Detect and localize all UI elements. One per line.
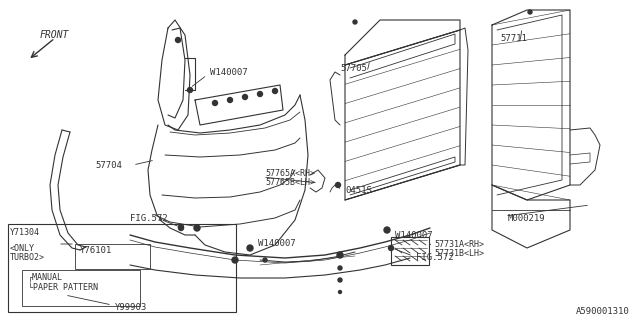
Circle shape: [194, 225, 200, 231]
Text: W140007: W140007: [395, 230, 433, 239]
Text: FIG.572: FIG.572: [416, 253, 454, 262]
Text: TURBO2>: TURBO2>: [10, 253, 45, 262]
Text: Y99903: Y99903: [115, 302, 147, 311]
Circle shape: [188, 87, 193, 92]
Bar: [75, 244, 150, 269]
Circle shape: [212, 100, 218, 106]
Circle shape: [337, 252, 343, 258]
Circle shape: [528, 10, 532, 14]
Circle shape: [388, 245, 394, 251]
Text: M000219: M000219: [508, 213, 546, 222]
Text: <ONLY: <ONLY: [10, 244, 35, 252]
Circle shape: [179, 226, 184, 230]
Text: A590001310: A590001310: [576, 308, 630, 316]
Circle shape: [353, 20, 357, 24]
Circle shape: [273, 89, 278, 93]
Circle shape: [338, 278, 342, 282]
Circle shape: [257, 92, 262, 97]
Text: FRONT: FRONT: [40, 30, 69, 40]
Text: FIG.572: FIG.572: [130, 213, 168, 222]
Text: ┌MANUAL: ┌MANUAL: [28, 272, 63, 282]
Bar: [22, 270, 140, 306]
Text: 0451S: 0451S: [345, 186, 372, 195]
Text: 57731A<RH>: 57731A<RH>: [434, 239, 484, 249]
Text: 57705: 57705: [340, 63, 367, 73]
Text: W140007: W140007: [210, 68, 248, 76]
Circle shape: [339, 291, 342, 293]
Text: Y71304: Y71304: [10, 228, 40, 236]
Bar: [8, 224, 236, 312]
Circle shape: [179, 225, 184, 229]
Text: Y76101: Y76101: [80, 245, 112, 254]
Circle shape: [227, 98, 232, 102]
Circle shape: [247, 245, 253, 251]
Text: 57704: 57704: [95, 161, 122, 170]
Text: └PAPER PATTERN: └PAPER PATTERN: [28, 284, 98, 292]
Circle shape: [335, 182, 340, 188]
Text: 57765A<RH>: 57765A<RH>: [265, 169, 315, 178]
Circle shape: [175, 37, 180, 43]
Text: 57731B<LH>: 57731B<LH>: [434, 249, 484, 258]
Circle shape: [263, 258, 267, 262]
Text: 57765B<LH>: 57765B<LH>: [265, 178, 315, 187]
Text: W140007: W140007: [258, 238, 296, 247]
Circle shape: [338, 266, 342, 270]
Circle shape: [384, 227, 390, 233]
Bar: [391, 237, 429, 265]
Circle shape: [243, 94, 248, 100]
Text: 57711: 57711: [500, 34, 527, 43]
Circle shape: [232, 257, 238, 263]
